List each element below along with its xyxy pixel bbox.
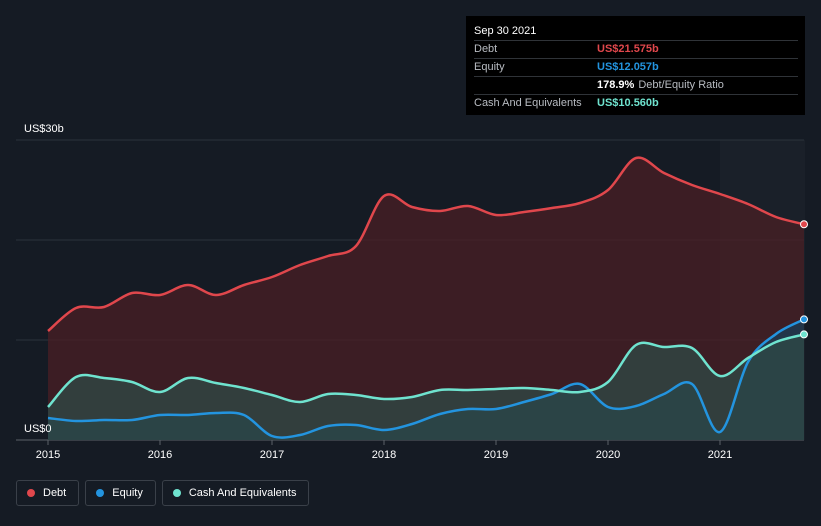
cash-and-equivalents-end-marker — [800, 330, 808, 339]
tooltip-label — [474, 77, 597, 94]
x-tick-label: 2015 — [36, 449, 60, 461]
tooltip-value: US$10.560b — [597, 97, 659, 109]
series-lines — [47, 156, 805, 439]
debt-dot-icon — [27, 489, 35, 497]
x-tick-label: 2019 — [484, 449, 508, 461]
y-axis-bottom-label: US$0 — [24, 423, 52, 435]
x-tick-label: 2021 — [708, 449, 732, 461]
legend: Debt Equity Cash And Equivalents — [16, 480, 310, 506]
legend-item-equity[interactable]: Equity — [85, 480, 156, 506]
legend-item-cash[interactable]: Cash And Equivalents — [161, 480, 310, 506]
equity-dot-icon — [96, 489, 105, 497]
tooltip-label: Cash And Equivalents — [474, 97, 582, 109]
x-tick-label: 2017 — [260, 449, 284, 461]
tooltip-panel: Sep 30 2021 Debt US$21.575b Equity US$12… — [466, 16, 805, 115]
x-tick-label: 2018 — [372, 449, 396, 461]
equity-line — [47, 318, 805, 439]
x-axis: 2015 2016 2017 2018 2019 2020 2021 — [36, 440, 732, 461]
tooltip-row-debt: Debt US$21.575b — [474, 40, 798, 58]
tooltip-row-equity: Equity US$12.057b — [474, 58, 798, 76]
tooltip-value: US$21.575b — [597, 43, 659, 55]
cash-dot-icon — [172, 489, 181, 497]
debt-line — [47, 156, 805, 332]
cash-and-equivalents-line — [47, 333, 805, 408]
tooltip-label: Debt — [474, 43, 498, 55]
debt-end-marker — [800, 220, 808, 229]
tooltip-label: Equity — [474, 61, 505, 73]
legend-item-debt[interactable]: Debt — [16, 480, 80, 506]
tooltip-ratio-caption: Debt/Equity Ratio — [638, 79, 724, 91]
tooltip-row-ratio: 178.9% Debt/Equity Ratio — [474, 76, 798, 94]
legend-label: Debt — [43, 487, 67, 499]
tooltip-row-cash: Cash And Equivalents US$10.560b — [474, 94, 798, 112]
series-areas — [48, 157, 804, 440]
tooltip-date: Sep 30 2021 — [474, 25, 537, 37]
x-tick-label: 2016 — [148, 449, 172, 461]
y-axis-top-label: US$30b — [24, 123, 64, 135]
legend-label: Cash And Equivalents — [188, 487, 297, 499]
series-end-markers — [800, 220, 808, 339]
tooltip-value: 178.9% — [597, 79, 635, 91]
equity-end-marker — [800, 315, 808, 324]
tooltip-value: US$12.057b — [597, 61, 659, 73]
x-tick-label: 2020 — [596, 449, 620, 461]
legend-label: Equity — [112, 487, 143, 499]
debt-area — [48, 157, 804, 440]
